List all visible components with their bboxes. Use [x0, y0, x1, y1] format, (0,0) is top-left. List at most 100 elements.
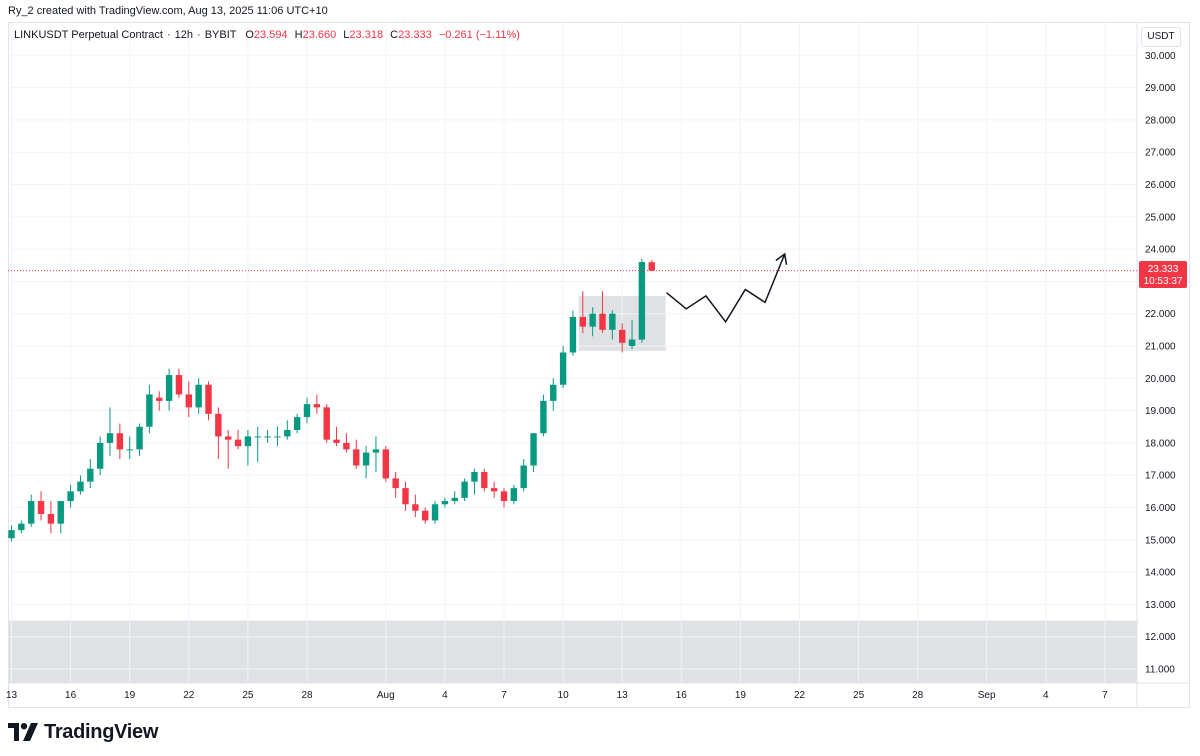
candle-up[interactable] [520, 459, 527, 492]
candle-up[interactable] [540, 394, 547, 437]
candle-down[interactable] [599, 291, 606, 334]
candle-up[interactable] [471, 468, 478, 495]
candle-up[interactable] [28, 494, 35, 527]
candle-down[interactable] [47, 501, 55, 534]
candle-up[interactable] [451, 491, 458, 505]
candle-down[interactable] [323, 404, 330, 443]
lower-support-zone[interactable] [8, 620, 1137, 683]
candle-down[interactable] [343, 433, 350, 453]
price-tick-label: 12.000 [1145, 632, 1176, 643]
candle-down[interactable] [353, 439, 360, 469]
candle-body [303, 404, 311, 418]
candle-up[interactable] [510, 484, 518, 505]
candle-up[interactable] [569, 310, 577, 356]
candle-up[interactable] [431, 501, 439, 524]
candle-body [540, 400, 547, 434]
candle-down[interactable] [422, 507, 429, 524]
candle-down[interactable] [481, 468, 488, 492]
candle-body [382, 449, 389, 479]
candle-up[interactable] [461, 478, 468, 502]
candle-up[interactable] [284, 420, 291, 440]
candle-down[interactable] [205, 381, 212, 421]
candle-body [628, 339, 636, 346]
candle-down[interactable] [500, 488, 508, 508]
candle-up[interactable] [106, 407, 114, 456]
candle-up[interactable] [530, 433, 537, 472]
price-tick-label: 13.000 [1145, 600, 1176, 611]
candle-up[interactable] [589, 307, 596, 337]
candle-up[interactable] [254, 426, 261, 463]
candle-down[interactable] [156, 391, 163, 411]
projected-path[interactable] [666, 253, 786, 324]
candle-up[interactable] [638, 258, 646, 343]
candle-up[interactable] [136, 423, 143, 456]
currency-button[interactable]: USDT [1141, 27, 1181, 47]
candle-body [87, 468, 94, 482]
candle-up[interactable] [96, 436, 104, 476]
candle-up[interactable] [372, 436, 380, 472]
last-price-tag-bg [1139, 261, 1187, 288]
chart-attribution: Ry_2 created with TradingView.com, Aug 1… [8, 5, 328, 17]
candle-up[interactable] [67, 484, 74, 508]
candle-body [490, 488, 498, 492]
candle-up[interactable] [628, 320, 636, 350]
candle-down[interactable] [116, 423, 124, 460]
candle-body [343, 442, 350, 450]
candle-up[interactable] [550, 378, 557, 411]
candle-body [264, 436, 271, 438]
candle-down[interactable] [648, 260, 655, 272]
candle-up[interactable] [274, 426, 281, 447]
candle-up[interactable] [303, 397, 311, 424]
symbol-name[interactable]: LINKUSDT Perpetual Contract [14, 29, 163, 41]
candle-up[interactable] [126, 436, 133, 460]
candle-body [648, 262, 655, 271]
brand-name: TradingView [44, 720, 159, 743]
candle-down[interactable] [402, 481, 409, 511]
candle-up[interactable] [441, 497, 449, 508]
candle-up[interactable] [362, 446, 370, 479]
candle-up[interactable] [8, 525, 15, 542]
candle-up[interactable] [146, 384, 153, 434]
candle-down[interactable] [37, 491, 45, 521]
candle-body [520, 465, 527, 489]
last-price-tag: 23.333 10:53:37 [1139, 261, 1187, 288]
candle-up[interactable] [165, 368, 173, 411]
candle-body [589, 313, 596, 327]
candle-down[interactable] [333, 426, 340, 447]
candle-down[interactable] [215, 407, 222, 460]
candle-body [274, 436, 281, 438]
tradingview-brand[interactable]: TradingView [8, 719, 158, 745]
candle-body [254, 436, 261, 438]
low-label: L [343, 29, 350, 41]
candle-up[interactable] [244, 429, 252, 466]
candle-up[interactable] [77, 475, 84, 495]
candle-body [146, 394, 153, 427]
candle-body [77, 481, 84, 492]
interval[interactable]: 12h [174, 29, 194, 41]
candle-up[interactable] [18, 520, 25, 534]
candle-down[interactable] [234, 429, 242, 450]
candle-up[interactable] [87, 459, 94, 489]
candle-up[interactable] [264, 429, 271, 443]
close-label: C [390, 29, 399, 41]
candle-down[interactable] [313, 394, 321, 414]
candle-down[interactable] [382, 446, 389, 482]
candle-up[interactable] [559, 346, 567, 388]
candle-body [451, 497, 458, 502]
candle-up[interactable] [609, 310, 616, 340]
tradingview-logo-icon [8, 723, 38, 741]
candle-down[interactable] [579, 291, 586, 334]
candle-down[interactable] [185, 381, 192, 418]
candle-up[interactable] [293, 413, 301, 434]
candle-down[interactable] [619, 323, 626, 353]
candle-down[interactable] [412, 494, 419, 518]
candles-layer [8, 258, 655, 542]
candle-down[interactable] [175, 368, 183, 398]
candle-down[interactable] [225, 429, 232, 469]
candle-up[interactable] [57, 501, 64, 534]
candle-up[interactable] [195, 378, 202, 414]
candle-down[interactable] [392, 471, 399, 498]
price-tick-label: 11.000 [1145, 665, 1175, 676]
candle-down[interactable] [490, 481, 498, 498]
